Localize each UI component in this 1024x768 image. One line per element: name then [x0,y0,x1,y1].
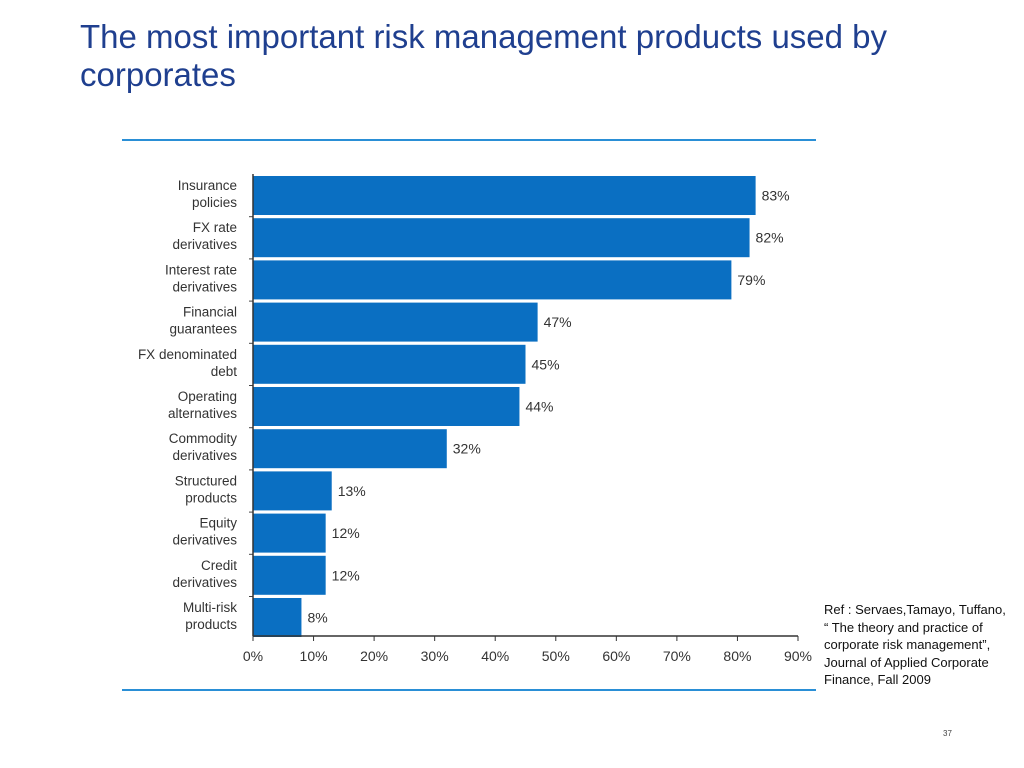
category-label: products [185,490,237,505]
data-label: 47% [544,314,572,330]
data-label: 82% [756,230,784,246]
category-label: policies [192,195,237,210]
page-number: 37 [943,729,952,738]
category-label: alternatives [168,406,237,421]
category-label: guarantees [169,322,237,337]
x-tick-label: 80% [723,648,751,664]
top-divider [122,139,816,141]
category-label: derivatives [172,448,237,463]
bar [253,302,538,342]
x-tick-label: 20% [360,648,388,664]
bottom-divider [122,689,816,691]
x-tick-label: 0% [243,648,263,664]
bar [253,513,326,553]
category-label: Structured [175,473,237,488]
data-label: 45% [532,356,560,372]
category-label: derivatives [172,575,237,590]
x-tick-label: 50% [542,648,570,664]
bar [253,555,326,595]
bar [253,598,302,637]
reference-note: Ref : Servaes,Tamayo, Tuffano, “ The the… [824,602,1006,688]
x-tick-label: 70% [663,648,691,664]
category-label: Financial [183,305,237,320]
bar [253,176,756,215]
x-tick-label: 90% [784,648,812,664]
x-tick-label: 60% [602,648,630,664]
x-tick-label: 40% [481,648,509,664]
x-tick-label: 10% [300,648,328,664]
category-label: Credit [201,558,237,573]
data-label: 12% [332,525,360,541]
category-label: derivatives [172,237,237,252]
data-label: 12% [332,567,360,583]
bar [253,387,520,426]
category-label: Equity [199,516,237,531]
data-label: 79% [737,272,765,288]
data-label: 44% [525,399,553,415]
category-label: derivatives [172,533,237,548]
data-label: 32% [453,441,481,457]
bar [253,260,732,300]
bar [253,471,332,511]
category-label: FX denominated [138,347,237,362]
category-label: products [185,617,237,632]
category-label: debt [211,364,238,379]
category-label: derivatives [172,279,237,294]
category-label: Commodity [169,431,238,446]
category-label: Multi-risk [183,600,237,615]
data-label: 13% [338,483,366,499]
bar [253,429,447,469]
category-label: Interest rate [165,262,237,277]
bar [253,218,750,258]
bar [253,344,526,384]
category-label: Operating [178,389,237,404]
category-label: Insurance [178,178,237,193]
data-label: 83% [762,188,790,204]
category-label: FX rate [193,220,237,235]
slide-title: The most important risk management produ… [80,18,888,93]
data-label: 8% [307,610,327,626]
x-tick-label: 30% [421,648,449,664]
